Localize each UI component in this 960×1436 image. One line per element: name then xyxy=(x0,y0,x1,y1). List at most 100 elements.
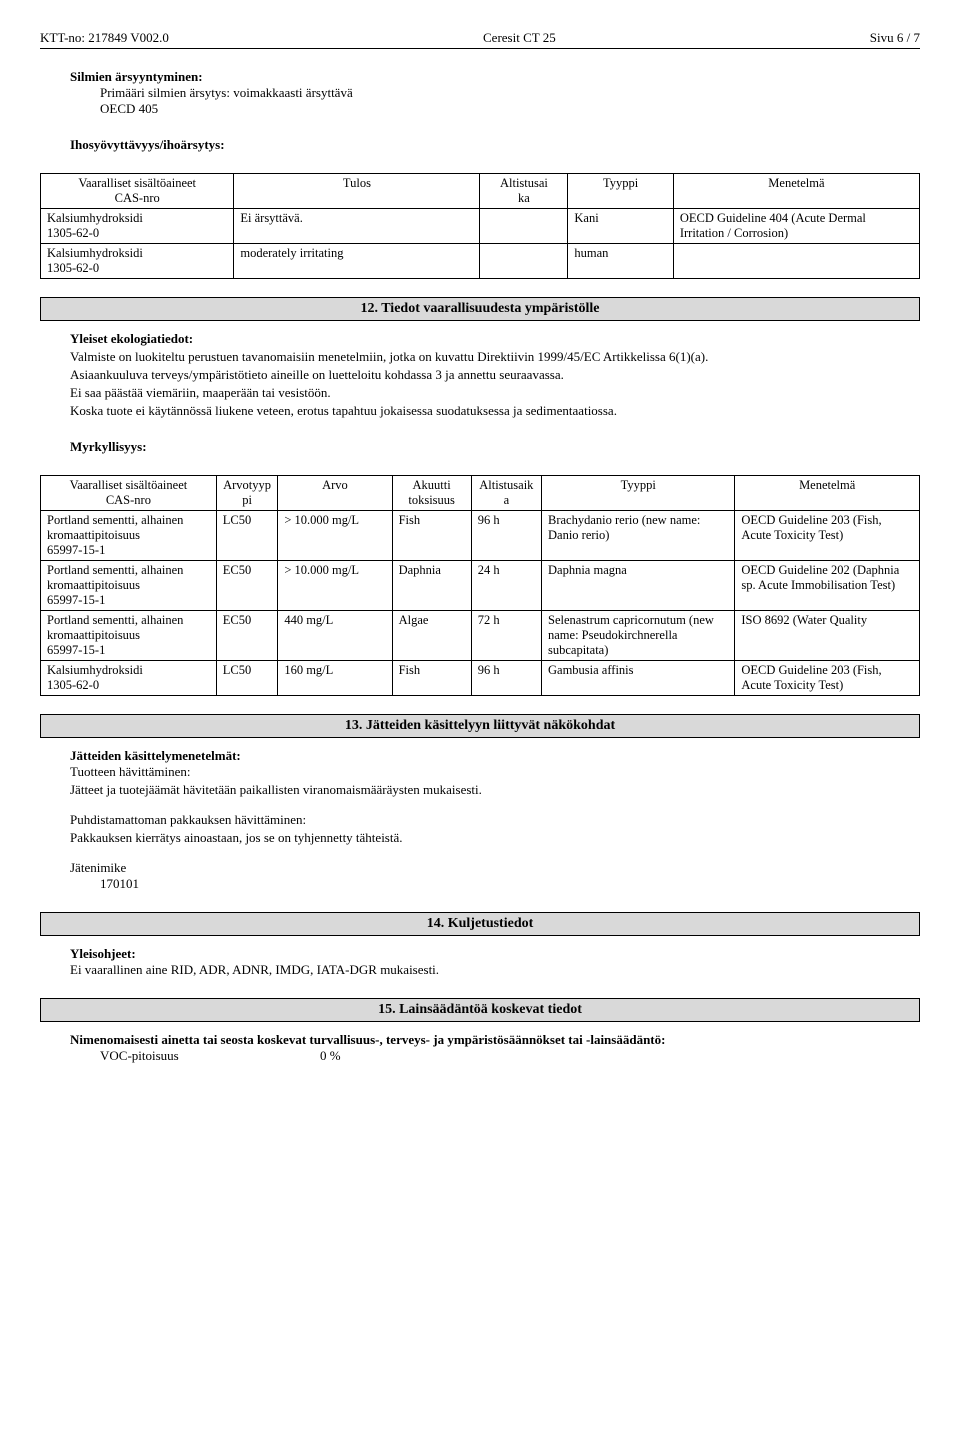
col-vt-a: Arvotyyp xyxy=(223,478,271,492)
cell-method: OECD Guideline 404 (Acute Dermal Irritat… xyxy=(673,209,919,244)
cell-cas: 1305-62-0 xyxy=(47,226,99,240)
table-row: Portland sementti, alhainen kromaattipit… xyxy=(41,511,920,561)
header-right: Sivu 6 / 7 xyxy=(870,30,920,46)
voc-value: 0 % xyxy=(320,1048,341,1064)
cell-result: Ei ärsyttävä. xyxy=(234,209,480,244)
cell-dur: 96 h xyxy=(471,511,541,561)
page-header: KTT-no: 217849 V002.0 Ceresit CT 25 Sivu… xyxy=(40,30,920,49)
sensitization-table: Vaaralliset sisältöaineet CAS-nro Tulos … xyxy=(40,173,920,279)
table-header-row: Vaaralliset sisältöaineet CAS-nro Arvoty… xyxy=(41,476,920,511)
cell-dur: 96 h xyxy=(471,661,541,696)
cell-cas: 65997-15-1 xyxy=(47,643,105,657)
regulation-block: Nimenomaisesti ainetta tai seosta koskev… xyxy=(70,1032,920,1064)
cell-vt: LC50 xyxy=(216,511,278,561)
cell-dur: 24 h xyxy=(471,561,541,611)
transport-block: Yleisohjeet: Ei vaarallinen aine RID, AD… xyxy=(70,946,920,978)
cell-val: > 10.000 mg/L xyxy=(278,561,392,611)
cell-result: moderately irritating xyxy=(234,244,480,279)
table-row: Kalsiumhydroksidi 1305-62-0 moderately i… xyxy=(41,244,920,279)
col-exposure-b: ka xyxy=(518,191,530,205)
regulation-title: Nimenomaisesti ainetta tai seosta koskev… xyxy=(70,1032,920,1048)
cell-name: Kalsiumhydroksidi xyxy=(47,246,143,260)
eye-irritation-title: Silmien ärsyyntyminen: xyxy=(70,69,920,85)
ecology-line3: Ei saa päästää viemäriin, maaperään tai … xyxy=(70,385,920,401)
cell-cas: 65997-15-1 xyxy=(47,543,105,557)
cell-acute: Algae xyxy=(392,611,471,661)
cell-name: Portland sementti, alhainen kromaattipit… xyxy=(47,563,183,592)
table-row: Kalsiumhydroksidi 1305-62-0 LC50 160 mg/… xyxy=(41,661,920,696)
eye-irritation-line2: OECD 405 xyxy=(100,101,920,117)
header-center: Ceresit CT 25 xyxy=(483,30,556,46)
col-method: Menetelmä xyxy=(735,476,920,511)
cell-cas: 1305-62-0 xyxy=(47,678,99,692)
section13-heading: 13. Jätteiden käsittelyyn liittyvät näkö… xyxy=(40,714,920,738)
waste-block: Jätteiden käsittelymenetelmät: Tuotteen … xyxy=(70,748,920,892)
sensitization-title: Ihosyövyttävyys/ihoärsytys: xyxy=(70,137,920,153)
cell-cas: 65997-15-1 xyxy=(47,593,105,607)
cell-cas: 1305-62-0 xyxy=(47,261,99,275)
cell-type: Kani xyxy=(568,209,673,244)
col-type: Tyyppi xyxy=(542,476,735,511)
toxicity-table: Vaaralliset sisältöaineet CAS-nro Arvoty… xyxy=(40,475,920,696)
cell-acute: Fish xyxy=(392,511,471,561)
col-cas: CAS-nro xyxy=(106,493,151,507)
col-result: Tulos xyxy=(234,174,480,209)
table-header-row: Vaaralliset sisältöaineet CAS-nro Tulos … xyxy=(41,174,920,209)
cell-type: Gambusia affinis xyxy=(542,661,735,696)
cell-name: Portland sementti, alhainen kromaattipit… xyxy=(47,613,183,642)
cell-name: Kalsiumhydroksidi xyxy=(47,211,143,225)
col-method: Menetelmä xyxy=(673,174,919,209)
waste-code: 170101 xyxy=(100,876,920,892)
cell-vt: LC50 xyxy=(216,661,278,696)
cell-val: 160 mg/L xyxy=(278,661,392,696)
table-row: Portland sementti, alhainen kromaattipit… xyxy=(41,561,920,611)
toxicity-block: Myrkyllisyys: xyxy=(70,439,920,455)
cell-val: > 10.000 mg/L xyxy=(278,511,392,561)
cell-dur: 72 h xyxy=(471,611,541,661)
cell-type: Daphnia magna xyxy=(542,561,735,611)
eye-irritation-block: Silmien ärsyyntyminen: Primääri silmien … xyxy=(70,69,920,117)
cell-val: 440 mg/L xyxy=(278,611,392,661)
ecology-title: Yleiset ekologiatiedot: xyxy=(70,331,920,347)
product-disposal-title: Tuotteen hävittäminen: xyxy=(70,764,920,780)
cell-acute: Fish xyxy=(392,661,471,696)
col-dur-a: Altistusaik xyxy=(479,478,533,492)
section12-heading: 12. Tiedot vaarallisuudesta ympäristölle xyxy=(40,297,920,321)
eye-irritation-line1: Primääri silmien ärsytys: voimakkaasti ä… xyxy=(100,85,920,101)
cell-method xyxy=(673,244,919,279)
product-disposal-body: Jätteet ja tuotejäämät hävitetään paikal… xyxy=(70,782,920,798)
cell-name: Portland sementti, alhainen kromaattipit… xyxy=(47,513,183,542)
cell-acute: Daphnia xyxy=(392,561,471,611)
ecology-line1: Valmiste on luokiteltu perustuen tavanom… xyxy=(70,349,920,365)
cell-type: Selenastrum capricornutum (new name: Pse… xyxy=(542,611,735,661)
table-row: Portland sementti, alhainen kromaattipit… xyxy=(41,611,920,661)
toxicity-title: Myrkyllisyys: xyxy=(70,439,920,455)
transport-body: Ei vaarallinen aine RID, ADR, ADNR, IMDG… xyxy=(70,962,920,978)
col-value: Arvo xyxy=(278,476,392,511)
waste-methods-title: Jätteiden käsittelymenetelmät: xyxy=(70,748,920,764)
cell-method: OECD Guideline 203 (Fish, Acute Toxicity… xyxy=(735,511,920,561)
col-vt-b: pi xyxy=(242,493,252,507)
ecology-line2: Asiaankuuluva terveys/ympäristötieto ain… xyxy=(70,367,920,383)
col-substances: Vaaralliset sisältöaineet xyxy=(70,478,188,492)
pkg-disposal-body: Pakkauksen kierrätys ainoastaan, jos se … xyxy=(70,830,920,846)
col-acute-a: Akuutti xyxy=(413,478,451,492)
pkg-disposal-title: Puhdistamattoman pakkauksen hävittäminen… xyxy=(70,812,920,828)
cell-vt: EC50 xyxy=(216,561,278,611)
cell-type: Brachydanio rerio (new name: Danio rerio… xyxy=(542,511,735,561)
cell-exposure xyxy=(480,209,568,244)
col-type: Tyyppi xyxy=(568,174,673,209)
cell-name: Kalsiumhydroksidi xyxy=(47,663,143,677)
header-left: KTT-no: 217849 V002.0 xyxy=(40,30,169,46)
waste-label: Jätenimike xyxy=(70,860,920,876)
sensitization-block: Ihosyövyttävyys/ihoärsytys: xyxy=(70,137,920,153)
col-dur-b: a xyxy=(504,493,510,507)
cell-type: human xyxy=(568,244,673,279)
cell-method: OECD Guideline 203 (Fish, Acute Toxicity… xyxy=(735,661,920,696)
ecology-line4: Koska tuote ei käytännössä liukene vetee… xyxy=(70,403,920,419)
cell-method: ISO 8692 (Water Quality xyxy=(735,611,920,661)
col-cas: CAS-nro xyxy=(115,191,160,205)
cell-exposure xyxy=(480,244,568,279)
voc-label: VOC-pitoisuus xyxy=(100,1048,320,1064)
col-exposure-a: Altistusai xyxy=(500,176,548,190)
